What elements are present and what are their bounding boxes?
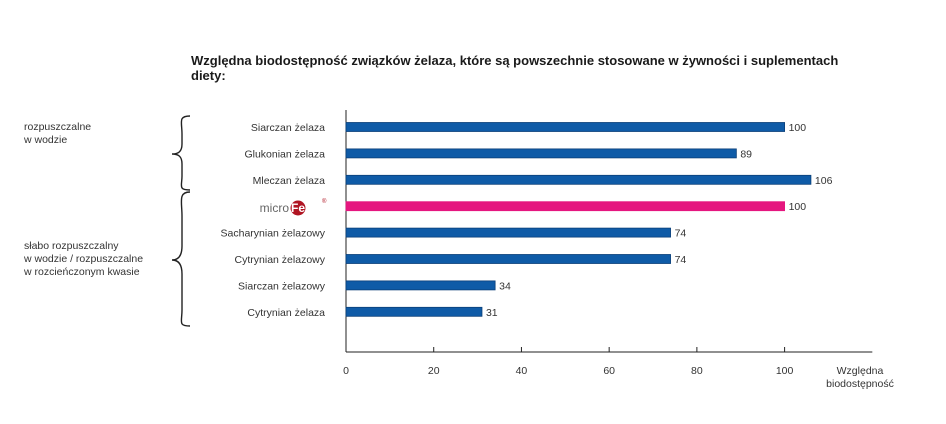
- logo-suffix: Ferr: [291, 201, 315, 215]
- bar: [345, 227, 671, 238]
- category-label: Glukonian żelaza: [244, 148, 325, 160]
- value-label: 34: [499, 280, 511, 292]
- bar: [345, 148, 737, 159]
- group-label-line: w wodzie: [24, 134, 68, 146]
- logo-drop: [290, 200, 306, 216]
- value-label: 100: [789, 201, 807, 213]
- bar: [345, 306, 483, 317]
- value-label: 74: [675, 228, 687, 240]
- bar: [345, 174, 812, 185]
- x-tick-label: 100: [776, 365, 794, 377]
- group-label-line: słabo rozpuszczalny: [24, 240, 119, 252]
- brace-soluble: [171, 115, 191, 191]
- category-label: Cytrynian żelazowy: [235, 254, 326, 266]
- value-label: 74: [675, 254, 687, 266]
- value-label: 106: [815, 175, 833, 187]
- x-tick-label: 80: [691, 365, 703, 377]
- group-label-poorly-soluble: słabo rozpuszczalny w wodzie / rozpuszcz…: [24, 240, 143, 279]
- x-tick-label: 40: [516, 365, 528, 377]
- logo-registered-mark: ®: [322, 198, 327, 205]
- value-label: 31: [486, 307, 498, 319]
- group-label-line: rozpuszczalne: [24, 121, 92, 133]
- x-axis-label: biodostępność: [826, 378, 894, 390]
- bar: [345, 280, 496, 291]
- bar: [345, 254, 671, 264]
- x-tick-label: 60: [603, 365, 615, 377]
- category-label: Siarczan żelaza: [251, 122, 325, 134]
- bar: [345, 122, 786, 132]
- logo-prefix: micro: [260, 201, 290, 215]
- value-label: 100: [789, 122, 807, 134]
- brace-poorly-soluble: [171, 191, 191, 327]
- group-label-soluble: rozpuszczalne w wodzie: [24, 121, 91, 147]
- x-axis-label: Względna: [837, 365, 884, 377]
- x-tick-label: 20: [428, 365, 440, 377]
- x-tick-label: 0: [343, 365, 349, 377]
- category-label: Cytrynian żelaza: [247, 307, 325, 319]
- microferr-logo: micro Ferr ®: [260, 198, 327, 216]
- category-label: Mleczan żelaza: [253, 175, 326, 187]
- category-label: Siarczan żelazowy: [238, 280, 326, 292]
- group-label-line: w rozcieńczonym kwasie: [24, 266, 140, 278]
- bar-highlight: [345, 201, 786, 212]
- value-label: 89: [740, 148, 752, 160]
- group-label-line: w wodzie / rozpuszczalne: [24, 253, 144, 265]
- category-label: Sacharynian żelazowy: [221, 228, 326, 240]
- chart-title: Względna biodostępność związków żelaza, …: [191, 53, 839, 83]
